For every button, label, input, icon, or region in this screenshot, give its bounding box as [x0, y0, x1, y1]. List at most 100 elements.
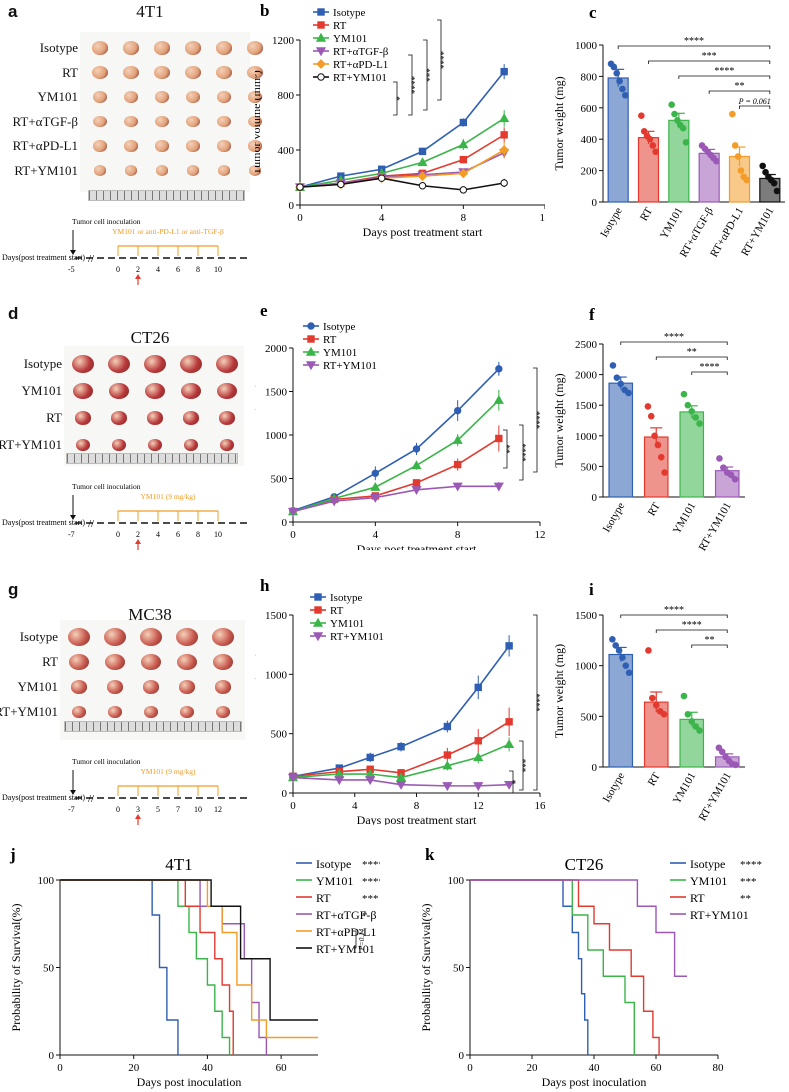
data-point: [417, 157, 428, 167]
x-tick-label: 0: [290, 800, 296, 812]
tumor-specimen: [185, 66, 201, 79]
data-point: [499, 113, 510, 123]
tumor-specimen: [106, 680, 124, 694]
day-tick: 0: [116, 805, 120, 814]
data-point: [317, 21, 325, 29]
data-point: [493, 482, 504, 492]
tumor-specimen: [75, 439, 91, 451]
data-point: [371, 469, 380, 477]
day-tick: 7: [176, 805, 180, 814]
tumor-specimen: [92, 90, 108, 104]
significance-bracket: [353, 930, 357, 949]
data-point: [613, 374, 621, 381]
x-axis-label: Days post treatment start: [363, 225, 483, 239]
tumor-specimen: [217, 165, 231, 176]
y-tick-label: 50: [453, 963, 465, 975]
day-tick: 12: [214, 805, 222, 814]
row-label: RT: [46, 410, 62, 425]
tumor-specimen: [145, 383, 165, 399]
significance-label: **: [705, 635, 715, 646]
treatment-timeline: Days(post treatment start) Tumor cell ino…: [2, 217, 250, 285]
tumor-specimen: [186, 140, 200, 152]
data-point: [493, 394, 504, 404]
data-point: [287, 773, 299, 783]
day-start-tick: -5: [68, 265, 75, 274]
y-tick-label: 1500: [575, 400, 598, 412]
data-point: [737, 167, 745, 174]
tumor-specimen: [72, 354, 94, 373]
x-tick-label: 4: [379, 212, 385, 224]
tumor-specimen: [124, 140, 138, 152]
x-tick-label: RT+YM101: [697, 501, 734, 554]
day-tick: 10: [194, 805, 202, 814]
data-point: [411, 460, 422, 470]
data-point: [644, 403, 652, 410]
bar-isotype: [608, 362, 634, 498]
significance-bracket: [708, 90, 771, 94]
series-rt-ym101: [287, 773, 515, 792]
tumor-specimen: [147, 439, 163, 451]
tumor-specimen: [93, 165, 107, 176]
y-tick-label: 1000: [265, 430, 288, 442]
data-point: [770, 179, 778, 187]
data-point: [495, 365, 503, 373]
significance-label: **: [740, 893, 751, 905]
row-label: RT: [42, 654, 58, 669]
data-point: [734, 153, 742, 160]
data-point: [622, 662, 630, 669]
x-tick-label: 4: [352, 800, 358, 812]
day-tick: 4: [156, 530, 160, 539]
chart-c-tumor-weight-4t1: c 0 200 400 600 800 1000 Tumor weight (mg) Isoty…: [552, 3, 785, 259]
tumor-specimen: [216, 115, 232, 128]
legend-label: RT+αTGF-β: [333, 46, 389, 58]
legend-label: RT+αPD-L1: [316, 925, 376, 939]
day-tick: 8: [196, 265, 200, 274]
series-line: [299, 71, 505, 188]
x-tick-label: RT: [646, 770, 663, 788]
row-label: RT+YM101: [14, 162, 78, 178]
x-tick-label: 40: [589, 1062, 601, 1074]
panel-letter: j: [9, 845, 16, 864]
data-point: [696, 727, 703, 734]
x-tick-label: 40: [202, 1062, 214, 1074]
data-point: [613, 69, 621, 77]
series-isotype: [289, 361, 503, 515]
significance-bracket: [393, 81, 398, 116]
row-label: RT+YM101: [0, 437, 62, 452]
significance-bracket: [509, 770, 514, 794]
series-ym101: [294, 110, 510, 191]
significance-label: ****: [410, 76, 420, 95]
significance-label: **: [687, 347, 697, 358]
x-axis-label: Days post treatment start: [357, 813, 477, 825]
y-axis-label: Tumor weight (mg): [552, 373, 566, 467]
tumor-specimen: [217, 383, 237, 399]
day-tick: 6: [176, 530, 180, 539]
data-point: [617, 380, 625, 388]
inoculation-label: Tumor cell inoculation: [72, 757, 141, 766]
bar-rt: [643, 647, 669, 768]
row-label: Isotype: [23, 356, 62, 371]
y-tick-label: 1000: [575, 661, 598, 673]
data-point: [474, 737, 482, 745]
y-tick-label: 1200: [272, 35, 295, 47]
data-point: [377, 174, 386, 182]
data-point: [307, 335, 315, 343]
data-point: [317, 8, 325, 16]
data-point: [679, 124, 687, 132]
y-tick-label: 0: [459, 1050, 465, 1062]
x-tick-label: 16: [535, 800, 546, 812]
data-point: [661, 469, 668, 476]
significance-bracket: [533, 367, 538, 473]
tumor-specimen: [154, 90, 170, 104]
data-point: [612, 642, 620, 649]
panel-g: g MC38 Isotype RT YM101 RT+YM101 Days(post …: [0, 575, 255, 845]
bar-rt-tgf: [698, 142, 720, 203]
y-axis-label: Tumor volume (mm³): [255, 70, 263, 175]
data-point: [312, 617, 324, 627]
tumor-specimen: [247, 115, 263, 128]
x-tick-label: 8: [414, 800, 420, 812]
tumor-specimen: [177, 654, 197, 670]
y-axis-label: Probability of Survival(%): [9, 904, 23, 1032]
data-point: [500, 131, 508, 139]
tumor-photo: [64, 346, 244, 466]
